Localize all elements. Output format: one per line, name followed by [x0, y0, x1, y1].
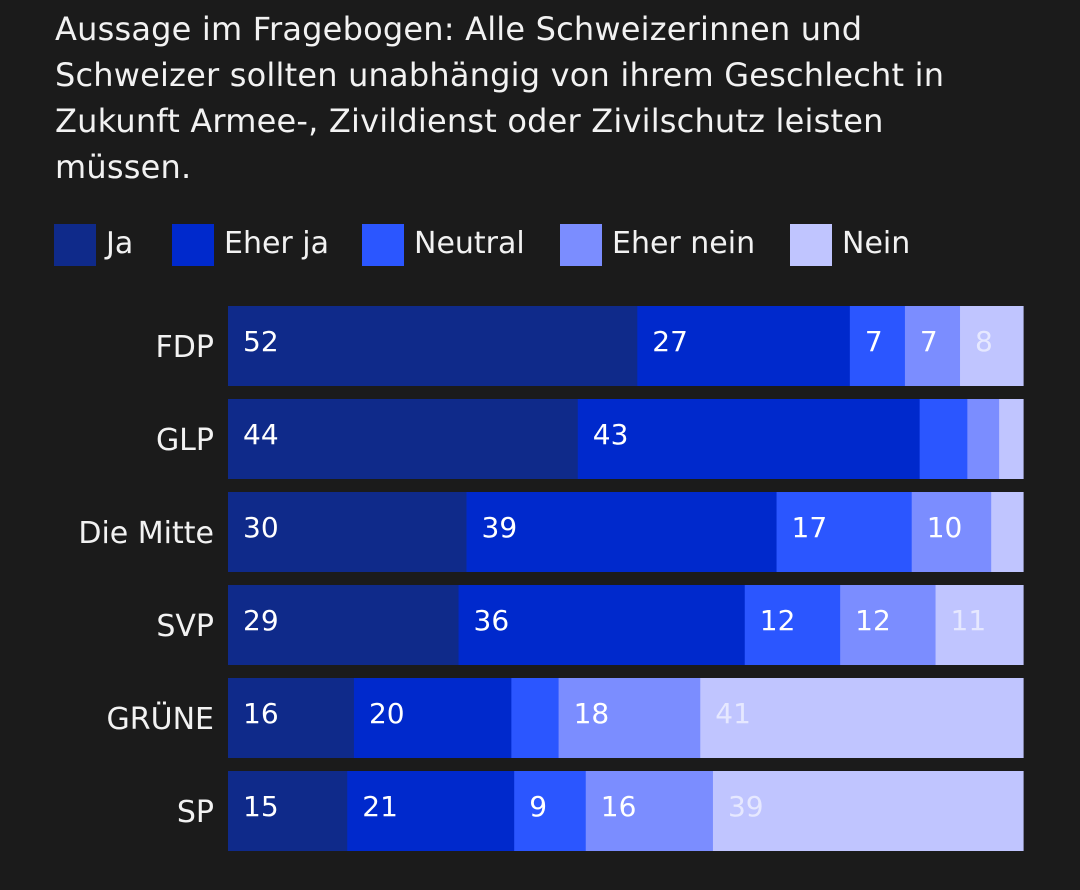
chart-title: Aussage im Fragebogen: Alle Schweizerinn…	[55, 10, 945, 186]
data-label-sp-eher-nein: 16	[601, 790, 637, 823]
data-label-fdp-nein: 8	[975, 325, 993, 358]
legend-swatch-eher-ja	[172, 224, 214, 266]
bar-die-mitte-eher-nein	[911, 492, 992, 572]
legend-swatch-neutral	[362, 224, 404, 266]
data-label-glp-eher-ja: 43	[593, 418, 629, 451]
category-label-sp: SP	[177, 795, 214, 830]
legend-label-eher-ja: Eher ja	[224, 226, 330, 261]
data-label-die-mitte-eher-ja: 39	[482, 511, 518, 544]
bar-fdp-eher-ja	[637, 306, 851, 386]
bar-sp-ja	[228, 771, 348, 851]
bar-glp-neutral	[919, 399, 968, 479]
legend-swatch-nein	[790, 224, 832, 266]
data-label-sp-neutral: 9	[529, 790, 547, 823]
bar-gr-ne-eher-nein	[558, 678, 701, 758]
bar-svp-nein	[935, 585, 1024, 665]
legend-label-eher-nein: Eher nein	[612, 226, 756, 261]
data-label-sp-ja: 15	[243, 790, 279, 823]
data-label-gr-ne-eher-nein: 18	[574, 697, 610, 730]
data-label-svp-nein: 11	[951, 604, 987, 637]
bar-die-mitte-ja	[228, 492, 468, 572]
bar-fdp-neutral	[849, 306, 906, 386]
category-label-svp: SVP	[156, 609, 214, 644]
legend-label-ja: Ja	[106, 226, 134, 261]
data-label-svp-ja: 29	[243, 604, 279, 637]
bar-sp-nein	[712, 771, 1024, 851]
data-label-svp-eher-nein: 12	[855, 604, 891, 637]
bar-gr-ne-eher-ja	[353, 678, 512, 758]
bar-fdp-eher-nein	[904, 306, 961, 386]
bar-fdp-ja	[228, 306, 638, 386]
data-label-gr-ne-ja: 16	[243, 697, 279, 730]
legend-label-nein: Nein	[842, 226, 911, 261]
data-label-die-mitte-neutral: 17	[792, 511, 828, 544]
data-label-gr-ne-nein: 41	[715, 697, 751, 730]
bar-gr-ne-neutral	[511, 678, 560, 758]
data-label-fdp-ja: 52	[243, 325, 279, 358]
bar-gr-ne-nein	[700, 678, 1024, 758]
legend-swatch-ja	[54, 224, 96, 266]
data-label-fdp-eher-nein: 7	[920, 325, 938, 358]
bar-glp-eher-nein	[967, 399, 1000, 479]
data-label-svp-eher-ja: 36	[474, 604, 510, 637]
bar-sp-neutral	[514, 771, 587, 851]
data-label-sp-eher-ja: 21	[362, 790, 398, 823]
data-label-svp-neutral: 12	[760, 604, 796, 637]
category-label-die-mitte: Die Mitte	[78, 516, 214, 551]
data-label-gr-ne-eher-ja: 20	[369, 697, 405, 730]
bar-glp-ja	[228, 399, 579, 479]
bar-svp-neutral	[744, 585, 841, 665]
data-label-glp-ja: 44	[243, 418, 279, 451]
bar-die-mitte-nein	[991, 492, 1024, 572]
category-label-gr-ne: GRÜNE	[107, 701, 214, 737]
bar-svp-eher-ja	[458, 585, 746, 665]
bar-sp-eher-ja	[347, 771, 515, 851]
data-label-sp-nein: 39	[728, 790, 764, 823]
data-label-fdp-neutral: 7	[865, 325, 883, 358]
bar-glp-nein	[999, 399, 1024, 479]
data-label-die-mitte-eher-nein: 10	[927, 511, 963, 544]
bar-svp-eher-nein	[840, 585, 937, 665]
legend-label-neutral: Neutral	[414, 226, 525, 261]
bar-glp-eher-ja	[577, 399, 921, 479]
bar-die-mitte-neutral	[776, 492, 913, 572]
bar-die-mitte-eher-ja	[466, 492, 778, 572]
bar-gr-ne-ja	[228, 678, 355, 758]
category-label-glp: GLP	[156, 423, 214, 458]
bar-svp-ja	[228, 585, 460, 665]
category-label-fdp: FDP	[156, 330, 214, 365]
legend-swatch-eher-nein	[560, 224, 602, 266]
bar-fdp-nein	[960, 306, 1024, 386]
bar-sp-eher-nein	[585, 771, 714, 851]
data-label-fdp-eher-ja: 27	[652, 325, 688, 358]
data-label-die-mitte-ja: 30	[243, 511, 279, 544]
